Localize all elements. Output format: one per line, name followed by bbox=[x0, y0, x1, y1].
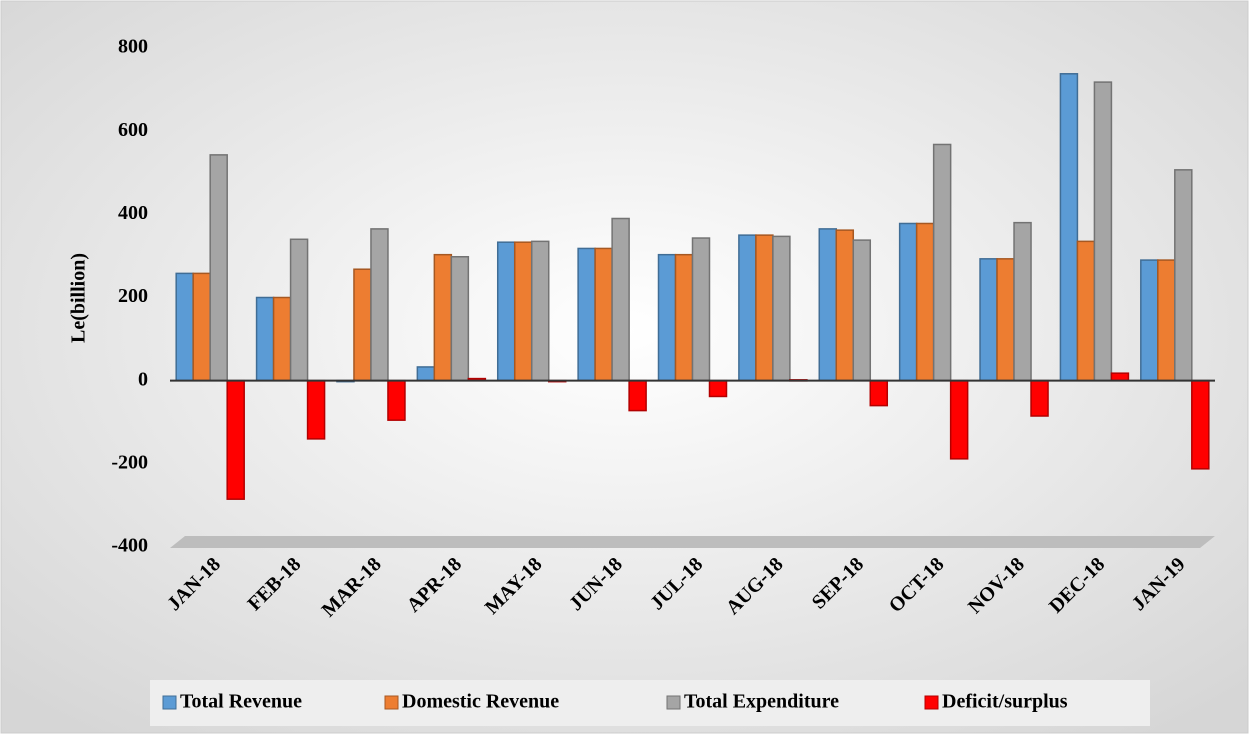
bar bbox=[1013, 221, 1032, 382]
y-tick-label: 400 bbox=[118, 202, 148, 224]
y-tick-label: -200 bbox=[111, 451, 148, 473]
bar bbox=[1093, 81, 1113, 382]
bar bbox=[611, 217, 630, 382]
bar bbox=[932, 143, 952, 382]
bar bbox=[1157, 259, 1176, 382]
bar bbox=[255, 296, 275, 382]
bar bbox=[1140, 259, 1159, 382]
y-tick-label: 200 bbox=[118, 285, 148, 307]
bar bbox=[353, 268, 372, 382]
bar bbox=[530, 240, 550, 382]
bar bbox=[192, 272, 211, 382]
bar bbox=[1076, 240, 1096, 382]
bar bbox=[708, 379, 728, 398]
bar bbox=[898, 222, 918, 382]
legend-label: Total Revenue bbox=[180, 691, 302, 713]
legend-box bbox=[150, 680, 1150, 726]
bar bbox=[755, 234, 774, 382]
bar bbox=[657, 253, 677, 382]
bar bbox=[433, 253, 453, 382]
bar bbox=[674, 253, 694, 382]
bar bbox=[450, 255, 470, 382]
bar bbox=[513, 241, 533, 382]
bar bbox=[272, 296, 292, 382]
bar bbox=[949, 379, 969, 460]
legend-swatch bbox=[666, 695, 681, 710]
bar bbox=[1059, 73, 1079, 382]
bar bbox=[496, 241, 516, 382]
bar bbox=[306, 379, 326, 440]
bar bbox=[370, 228, 389, 382]
bar bbox=[979, 258, 998, 382]
bar bbox=[175, 272, 194, 382]
bar bbox=[1030, 379, 1049, 417]
bar bbox=[852, 239, 872, 382]
bar bbox=[594, 247, 613, 382]
bar bbox=[1174, 169, 1193, 382]
y-tick-label: 0 bbox=[138, 368, 148, 390]
bar bbox=[416, 366, 436, 382]
bar bbox=[996, 258, 1015, 382]
bar bbox=[691, 237, 711, 382]
legend-label: Deficit/surplus bbox=[942, 691, 1068, 713]
y-tick-label: 800 bbox=[118, 36, 148, 58]
bar bbox=[869, 379, 889, 407]
bar bbox=[772, 235, 791, 382]
bar bbox=[209, 154, 228, 382]
bar bbox=[1191, 379, 1210, 470]
y-tick-label: -400 bbox=[111, 535, 148, 557]
bar bbox=[577, 247, 596, 382]
bar bbox=[818, 228, 838, 382]
legend-label: Total Expenditure bbox=[684, 691, 839, 713]
bar bbox=[835, 229, 855, 382]
legend-label: Domestic Revenue bbox=[402, 691, 559, 713]
bar bbox=[738, 234, 757, 382]
y-tick-label: 600 bbox=[118, 119, 148, 141]
bar bbox=[226, 379, 245, 500]
y-axis-label: Le(billion) bbox=[68, 253, 90, 343]
legend-swatch bbox=[162, 695, 177, 710]
bar bbox=[387, 379, 406, 421]
bar bbox=[628, 379, 647, 412]
bar bbox=[289, 238, 309, 382]
bar bbox=[1110, 372, 1130, 382]
bar bbox=[915, 222, 935, 382]
floor bbox=[170, 536, 1215, 548]
legend-swatch bbox=[924, 695, 939, 710]
legend-swatch bbox=[384, 695, 399, 710]
